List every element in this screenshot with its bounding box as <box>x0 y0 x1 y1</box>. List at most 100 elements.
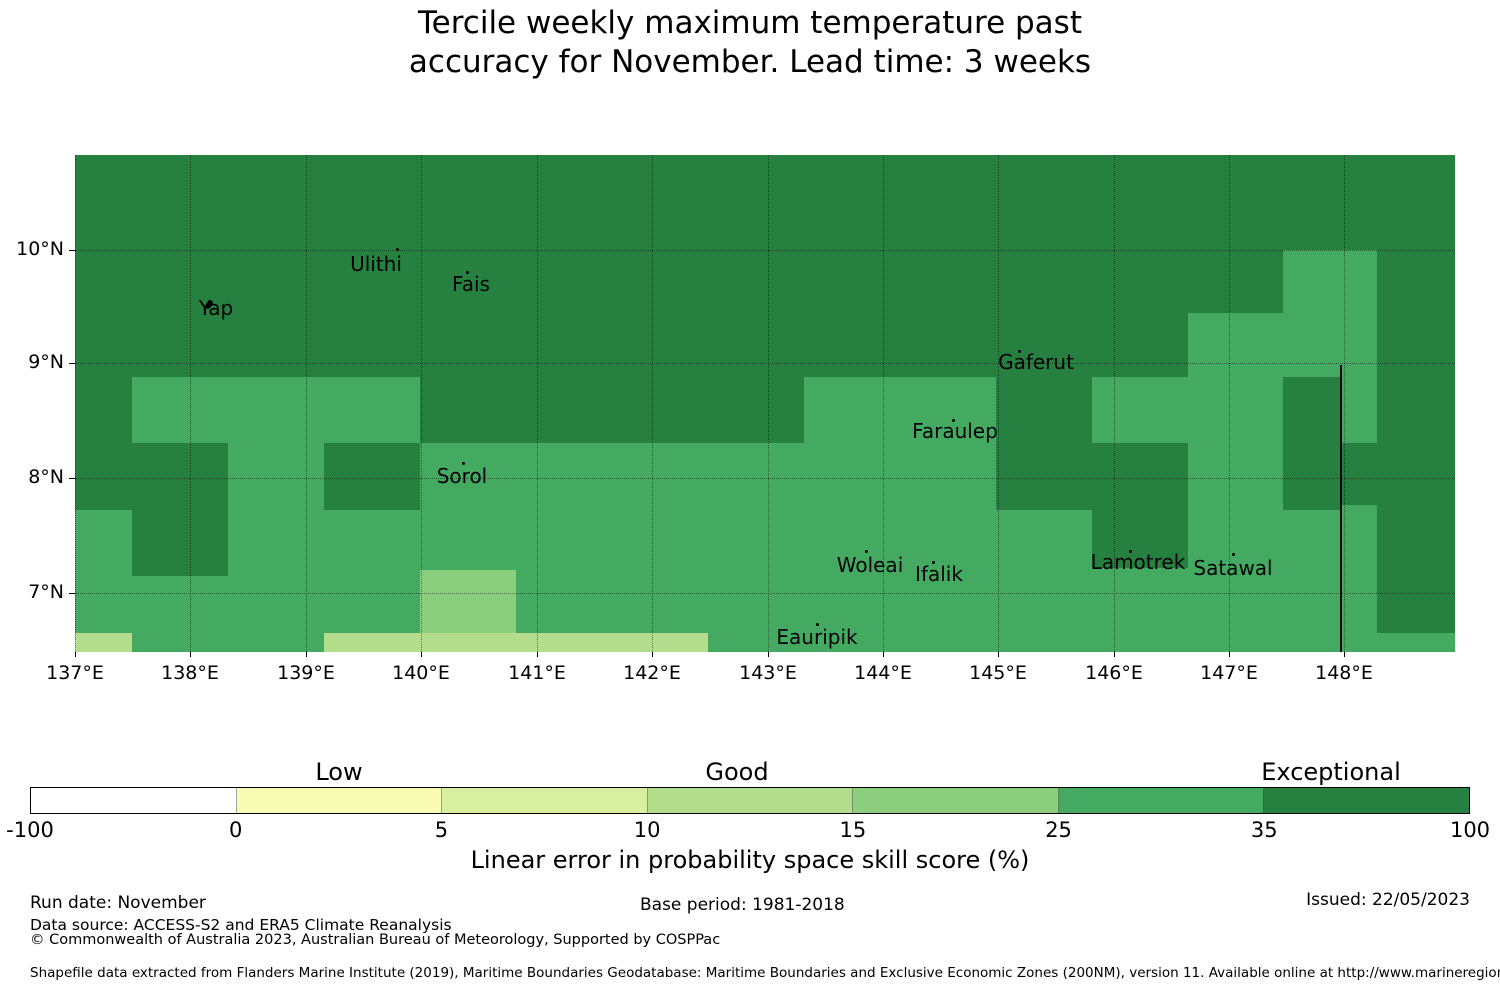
y-tick-mark <box>69 363 75 364</box>
colorbar-category-exceptional: Exceptional <box>1261 758 1401 786</box>
colorbar-axis-label: Linear error in probability space skill … <box>470 846 1030 874</box>
island-marker-sorol <box>462 462 465 465</box>
colorbar-category-good: Good <box>705 758 769 786</box>
x-tick-mark <box>537 652 538 657</box>
colorbar-category-low: Low <box>315 758 363 786</box>
eez-boundary-line <box>1340 365 1342 652</box>
x-tick-mark <box>652 652 653 657</box>
map-cell-35-100 <box>996 443 1188 510</box>
island-label-satawal: Satawal <box>1193 556 1273 580</box>
x-tick-label: 146°E <box>1085 662 1143 684</box>
x-tick-label: 141°E <box>508 662 566 684</box>
island-marker-gaferut <box>1018 350 1021 353</box>
colorbar-tick-label: 100 <box>1449 818 1491 842</box>
island-label-ulithi: Ulithi <box>350 252 402 276</box>
colorbar-tick-label: 15 <box>839 818 867 842</box>
chart-title-line2: accuracy for November. Lead time: 3 week… <box>408 44 1092 80</box>
map-cell-35-100 <box>1377 250 1455 633</box>
longitude-gridline <box>421 155 422 652</box>
x-tick-mark <box>190 652 191 657</box>
longitude-gridline <box>883 155 884 652</box>
longitude-gridline <box>998 155 999 652</box>
x-tick-mark <box>1229 652 1230 657</box>
island-marker-eauripik <box>816 623 819 626</box>
longitude-gridline <box>306 155 307 652</box>
x-tick-label: 144°E <box>854 662 912 684</box>
data-source-text: Data source: ACCESS-S2 and ERA5 Climate … <box>30 916 452 934</box>
map-cell-35-100 <box>75 250 1283 313</box>
y-tick-mark <box>69 478 75 479</box>
copyright-text: © Commonwealth of Australia 2023, Austra… <box>30 932 721 948</box>
longitude-gridline <box>1114 155 1115 652</box>
longitude-gridline <box>768 155 769 652</box>
colorbar-tick-label: 35 <box>1250 818 1278 842</box>
x-tick-label: 140°E <box>392 662 450 684</box>
map-cell-35-100 <box>420 377 804 443</box>
colorbar-tick-label: 5 <box>434 818 449 842</box>
island-label-ifalik: Ifalik <box>915 562 963 586</box>
longitude-gridline <box>190 155 191 652</box>
longitude-gridline <box>1344 155 1345 652</box>
y-tick-label: 8°N <box>28 466 64 488</box>
y-tick-mark <box>69 250 75 251</box>
latitude-gridline <box>75 593 1455 594</box>
x-tick-label: 142°E <box>623 662 681 684</box>
latitude-gridline <box>75 363 1455 364</box>
map-cell-35-100 <box>75 313 1188 377</box>
island-marker-faraulep <box>952 419 955 422</box>
longitude-gridline <box>652 155 653 652</box>
latitude-gridline <box>75 478 1455 479</box>
island-label-lamotrek: Lamotrek <box>1090 550 1186 574</box>
colorbar-segment-5-10 <box>442 788 648 813</box>
island-label-woleai: Woleai <box>836 553 904 577</box>
latitude-gridline <box>75 250 1455 251</box>
map-cell-35-100 <box>75 377 132 510</box>
chart-title: Tercile weekly maximum temperature past … <box>0 4 1500 82</box>
map-cell-10-15 <box>75 633 132 652</box>
island-label-fais: Fais <box>452 272 490 296</box>
island-marker-satawal <box>1232 553 1235 556</box>
x-tick-mark <box>306 652 307 657</box>
longitude-gridline <box>75 155 76 652</box>
colorbar-segment-35-100 <box>1264 788 1470 813</box>
island-marker-ifalik <box>932 561 935 564</box>
y-tick-label: 7°N <box>28 581 64 603</box>
x-tick-label: 145°E <box>969 662 1027 684</box>
longitude-gridline <box>537 155 538 652</box>
x-tick-label: 137°E <box>46 662 104 684</box>
island-label-eauripik: Eauripik <box>776 625 858 649</box>
map-cell-15-25 <box>420 570 516 633</box>
colorbar-segment-10-15 <box>647 788 854 813</box>
x-tick-label: 138°E <box>161 662 219 684</box>
x-tick-mark <box>998 652 999 657</box>
map-cell-35-100 <box>996 377 1092 443</box>
x-tick-label: 148°E <box>1315 662 1373 684</box>
shapefile-attribution-text: Shapefile data extracted from Flanders M… <box>30 965 1500 981</box>
island-marker-woleai <box>865 550 868 553</box>
issued-date-text: Issued: 22/05/2023 <box>1306 890 1470 910</box>
map-cell-35-100 <box>1092 510 1188 568</box>
map-cell-10-15 <box>324 633 708 652</box>
map-cell-35-100 <box>1283 377 1340 510</box>
colorbar-segment-25-35 <box>1058 788 1265 813</box>
run-date-text: Run date: November <box>30 893 206 913</box>
x-tick-mark <box>768 652 769 657</box>
x-tick-mark <box>1114 652 1115 657</box>
island-label-faraulep: Faraulep <box>912 419 998 443</box>
x-tick-label: 147°E <box>1200 662 1258 684</box>
x-tick-mark <box>75 652 76 657</box>
map-cell-35-100 <box>132 443 228 576</box>
map-cell-35-100 <box>1340 443 1377 505</box>
island-label-yap: Yap <box>198 296 234 320</box>
colorbar-segment-0-5 <box>236 788 443 813</box>
map-cell-35-100 <box>324 443 420 510</box>
island-marker-lamotrek <box>1129 550 1132 553</box>
colorbar-segment-15-25 <box>853 788 1059 813</box>
x-tick-label: 143°E <box>739 662 797 684</box>
island-label-gaferut: Gaferut <box>998 350 1074 374</box>
map-area: Yap Ulithi Fais Gaferut Faraulep Sorol Woleai I… <box>75 155 1455 652</box>
colorbar-segment--100-0 <box>31 788 237 813</box>
x-tick-label: 139°E <box>277 662 335 684</box>
longitude-gridline <box>1229 155 1230 652</box>
colorbar-tick-label: 25 <box>1045 818 1072 842</box>
